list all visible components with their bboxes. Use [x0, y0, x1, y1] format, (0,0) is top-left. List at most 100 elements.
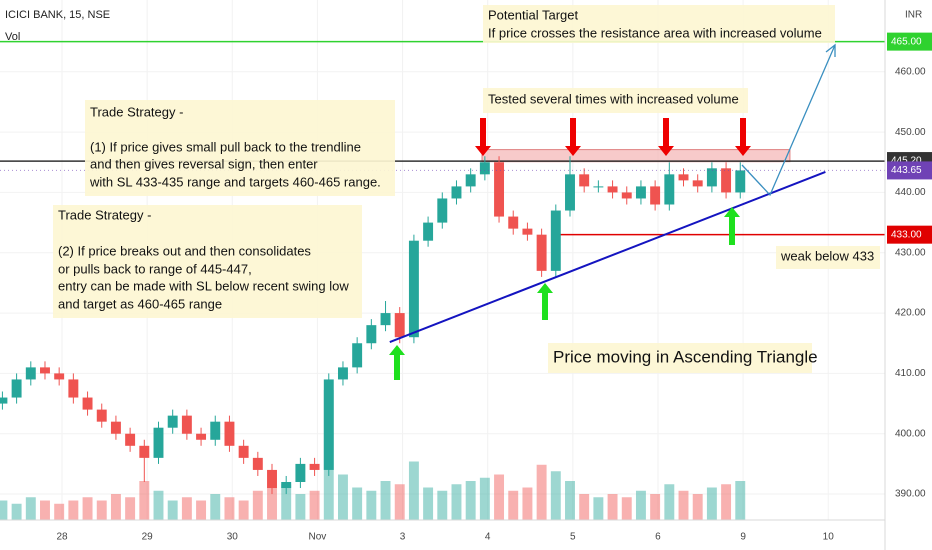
y-tick-label: 440.00 [895, 187, 926, 198]
annotation-text: or pulls back to range of 445-447, [58, 261, 252, 276]
volume-bar [408, 461, 419, 520]
candle-body [337, 367, 348, 380]
volume-bar [139, 481, 150, 520]
volume-bar [735, 481, 746, 520]
volume-bar [309, 490, 320, 520]
candle-body [139, 445, 150, 458]
candle-body [437, 198, 448, 223]
annotation-text: and then gives reversal sign, then enter [90, 156, 318, 171]
annotation-layer: Trade Strategy - (1) If price gives small… [53, 5, 880, 380]
candle-body [267, 469, 277, 489]
volume-bar [82, 497, 93, 520]
candle-body [82, 397, 93, 410]
support-arrow [724, 207, 740, 245]
candle-body [593, 186, 604, 188]
volume-bar [607, 494, 618, 520]
volume-bar [423, 487, 434, 520]
candle-body [664, 174, 675, 205]
volume-bar [25, 497, 36, 520]
annotation-text: If price crosses the resistance area wit… [488, 25, 822, 40]
candle-body [366, 325, 377, 344]
candle-body [323, 379, 334, 470]
candle-body [650, 186, 661, 205]
volume-bar [451, 484, 462, 520]
price-label-bg [887, 225, 932, 244]
volume-bar [494, 474, 505, 520]
candle-body [635, 186, 646, 199]
support-arrow [537, 283, 553, 320]
candle-body [54, 373, 65, 380]
resistance-arrow [565, 118, 581, 156]
volume-bar [380, 481, 391, 520]
x-tick-label: 9 [740, 532, 746, 543]
annotation-text: (1) If price gives small pull back to th… [90, 139, 361, 154]
volume-bar [664, 484, 675, 520]
candle-body [692, 180, 703, 187]
price-label: 433.00 [891, 229, 922, 240]
annotation-box [483, 88, 748, 113]
volume-bar [11, 503, 22, 520]
last-price-bg [887, 161, 932, 180]
projection-arrow [741, 44, 836, 197]
candle-body [721, 168, 732, 193]
candle-body [678, 174, 689, 181]
y-tick-label: 400.00 [895, 428, 926, 439]
volume-bar [536, 464, 547, 520]
trendline [389, 170, 826, 343]
volume-bar [465, 481, 476, 520]
volume-bar [281, 484, 292, 520]
volume-bar [635, 490, 646, 520]
volume-bar [40, 500, 50, 520]
volume-bar [125, 497, 136, 520]
currency: INR [905, 10, 922, 21]
candle-body [125, 433, 136, 446]
volume-bar [153, 490, 164, 520]
annotation-text: entry can be made with SL below recent s… [58, 278, 349, 293]
candle-body [224, 421, 235, 446]
volume-bar [68, 500, 79, 520]
candle-body [536, 234, 547, 271]
candle-body [621, 192, 632, 199]
volume-bar [181, 497, 192, 520]
candle-body [479, 162, 490, 175]
candle-body [706, 168, 717, 187]
x-tick-label: 4 [485, 532, 491, 543]
last-price-label: 443.65 [891, 165, 922, 176]
volume-bar [721, 484, 732, 520]
candle-body [153, 427, 164, 458]
volume-bar [224, 497, 235, 520]
x-tick-label: 28 [56, 532, 68, 543]
candle-body [565, 174, 575, 211]
price-label: 445.20 [891, 156, 922, 167]
volume-bar [252, 490, 263, 520]
volume-bar [0, 500, 8, 520]
resistance-arrow [475, 118, 491, 156]
annotation-text: with SL 433-435 range and targets 460-46… [89, 174, 381, 189]
annotation-text: Trade Strategy - [90, 104, 183, 119]
candle-body [40, 367, 50, 374]
volume-bar [295, 494, 306, 520]
annotation-box [53, 205, 362, 318]
volume-bar [650, 494, 661, 520]
candle-body [579, 174, 590, 187]
volume-label: Vol [5, 31, 20, 43]
volume-bar [678, 490, 689, 520]
y-tick-label: 410.00 [895, 368, 926, 379]
annotation-box [483, 5, 835, 43]
candle-body [0, 397, 8, 404]
candle-body [96, 409, 107, 422]
candle-body [451, 186, 462, 199]
y-tick-label: 420.00 [895, 308, 926, 319]
candle-body [352, 343, 363, 368]
annotation-box [85, 100, 395, 196]
candle-body [210, 421, 221, 440]
x-tick-label: 6 [655, 532, 661, 543]
resistance-arrow [735, 118, 751, 156]
candle-body [550, 210, 561, 271]
candle-body [394, 313, 405, 338]
projection-arrowhead [825, 43, 836, 57]
volume-bar [479, 477, 490, 520]
volume-bar [394, 484, 405, 520]
volume-bar [267, 487, 277, 520]
